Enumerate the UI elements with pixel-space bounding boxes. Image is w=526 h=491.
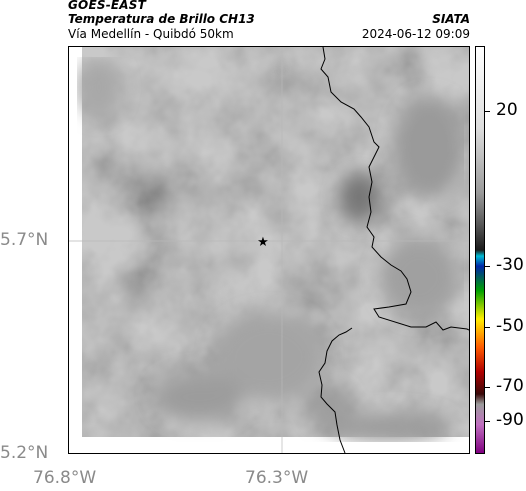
colorbar-label-minus-90: -90 <box>496 410 524 430</box>
region-subtitle: Vía Medellín - Quibdó 50km <box>68 27 234 41</box>
colorbar-tick-minus-50 <box>485 327 490 328</box>
product-title: Temperatura de Brillo CH13 <box>68 12 255 26</box>
map-panel[interactable]: ★ <box>68 46 470 454</box>
brightness-temperature-map[interactable]: ★ <box>69 47 469 453</box>
cloud-highlights <box>77 57 464 442</box>
colorbar-tick-minus-90 <box>485 421 490 422</box>
colorbar-label-minus-50: -50 <box>496 316 524 336</box>
lat-label-5.7: 5.7°N <box>0 230 49 250</box>
datetime-label: 2024-06-12 09:09 <box>361 27 470 41</box>
colorbar-tick-minus-30 <box>485 266 490 267</box>
colorbar <box>475 46 485 454</box>
colorbar-tick-20 <box>485 111 490 112</box>
lon-label-76.3: 76.3°W <box>245 468 309 488</box>
satellite-label: GOES-EAST <box>68 0 146 12</box>
location-star-marker[interactable]: ★ <box>257 235 269 250</box>
map-header: GOES-EAST Temperatura de Brillo CH13 Vía… <box>68 0 470 44</box>
colorbar-label-minus-70: -70 <box>496 376 524 396</box>
department-boundary <box>320 47 469 331</box>
lat-label-5.2: 5.2°N <box>0 443 49 463</box>
river-boundary <box>318 327 353 453</box>
colorbar-label-20: 20 <box>496 100 518 120</box>
colorbar-label-minus-30: -30 <box>496 255 524 275</box>
agency-label: SIATA <box>432 12 470 26</box>
colorbar-tick-minus-70 <box>485 387 490 388</box>
lon-label-76.8: 76.8°W <box>33 468 97 488</box>
